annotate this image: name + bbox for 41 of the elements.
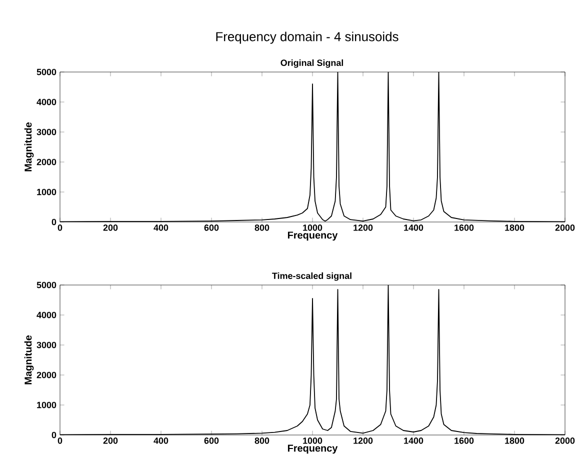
y-tick-label: 1000 xyxy=(37,188,56,196)
y-tick-label: 0 xyxy=(52,432,56,438)
chart-title: Time-scaled signal xyxy=(272,272,352,281)
y-tick-label: 2000 xyxy=(36,372,56,378)
x-tick-label: 1800 xyxy=(505,224,524,231)
x-tick-label: 600 xyxy=(204,438,219,444)
x-tick-label: 1400 xyxy=(404,224,424,231)
x-tick-label: 2000 xyxy=(555,224,575,231)
x-tick-label: 1200 xyxy=(354,438,373,444)
x-tick-label: 800 xyxy=(254,224,270,231)
x-axis-title: Frequency xyxy=(288,444,338,454)
x-tick-label: 1400 xyxy=(404,438,424,444)
x-tick-label: 0 xyxy=(58,438,62,444)
x-tick-label: 600 xyxy=(204,224,219,231)
x-tick-label: 200 xyxy=(103,438,118,444)
y-tick-label: 2000 xyxy=(36,158,56,166)
y-tick-label: 4000 xyxy=(36,312,56,318)
y-tick-label: 0 xyxy=(52,218,56,226)
x-tick-label: 1600 xyxy=(454,224,474,231)
x-axis-title: Frequency xyxy=(288,232,338,241)
x-tick-label: 200 xyxy=(103,224,118,231)
y-axis-title: Magnitude xyxy=(24,335,34,384)
x-tick-label: 400 xyxy=(154,438,168,444)
y-tick-label: 3000 xyxy=(36,128,56,136)
chart-subtitle: Original Signal xyxy=(280,59,344,68)
chart-title: Frequency domain - 4 sinusoids xyxy=(216,32,398,44)
x-tick-label: 1800 xyxy=(505,438,524,444)
x-tick-label: 400 xyxy=(154,224,168,231)
y-tick-label: 3000 xyxy=(36,342,56,348)
x-tick-label: 1000 xyxy=(303,438,322,444)
y-tick-label: 4000 xyxy=(36,98,56,106)
x-tick-label: 1200 xyxy=(354,224,373,231)
y-tick-label: 1000 xyxy=(37,402,56,408)
x-tick-label: 0 xyxy=(58,224,62,231)
x-tick-label: 800 xyxy=(254,438,270,444)
x-tick-label: 1000 xyxy=(303,224,322,231)
y-axis-title: Magnitude xyxy=(24,122,34,172)
x-tick-label: 2000 xyxy=(555,438,575,444)
x-tick-label: 1600 xyxy=(454,438,474,444)
y-tick-label: 5000 xyxy=(36,282,56,288)
y-tick-label: 5000 xyxy=(36,68,56,76)
